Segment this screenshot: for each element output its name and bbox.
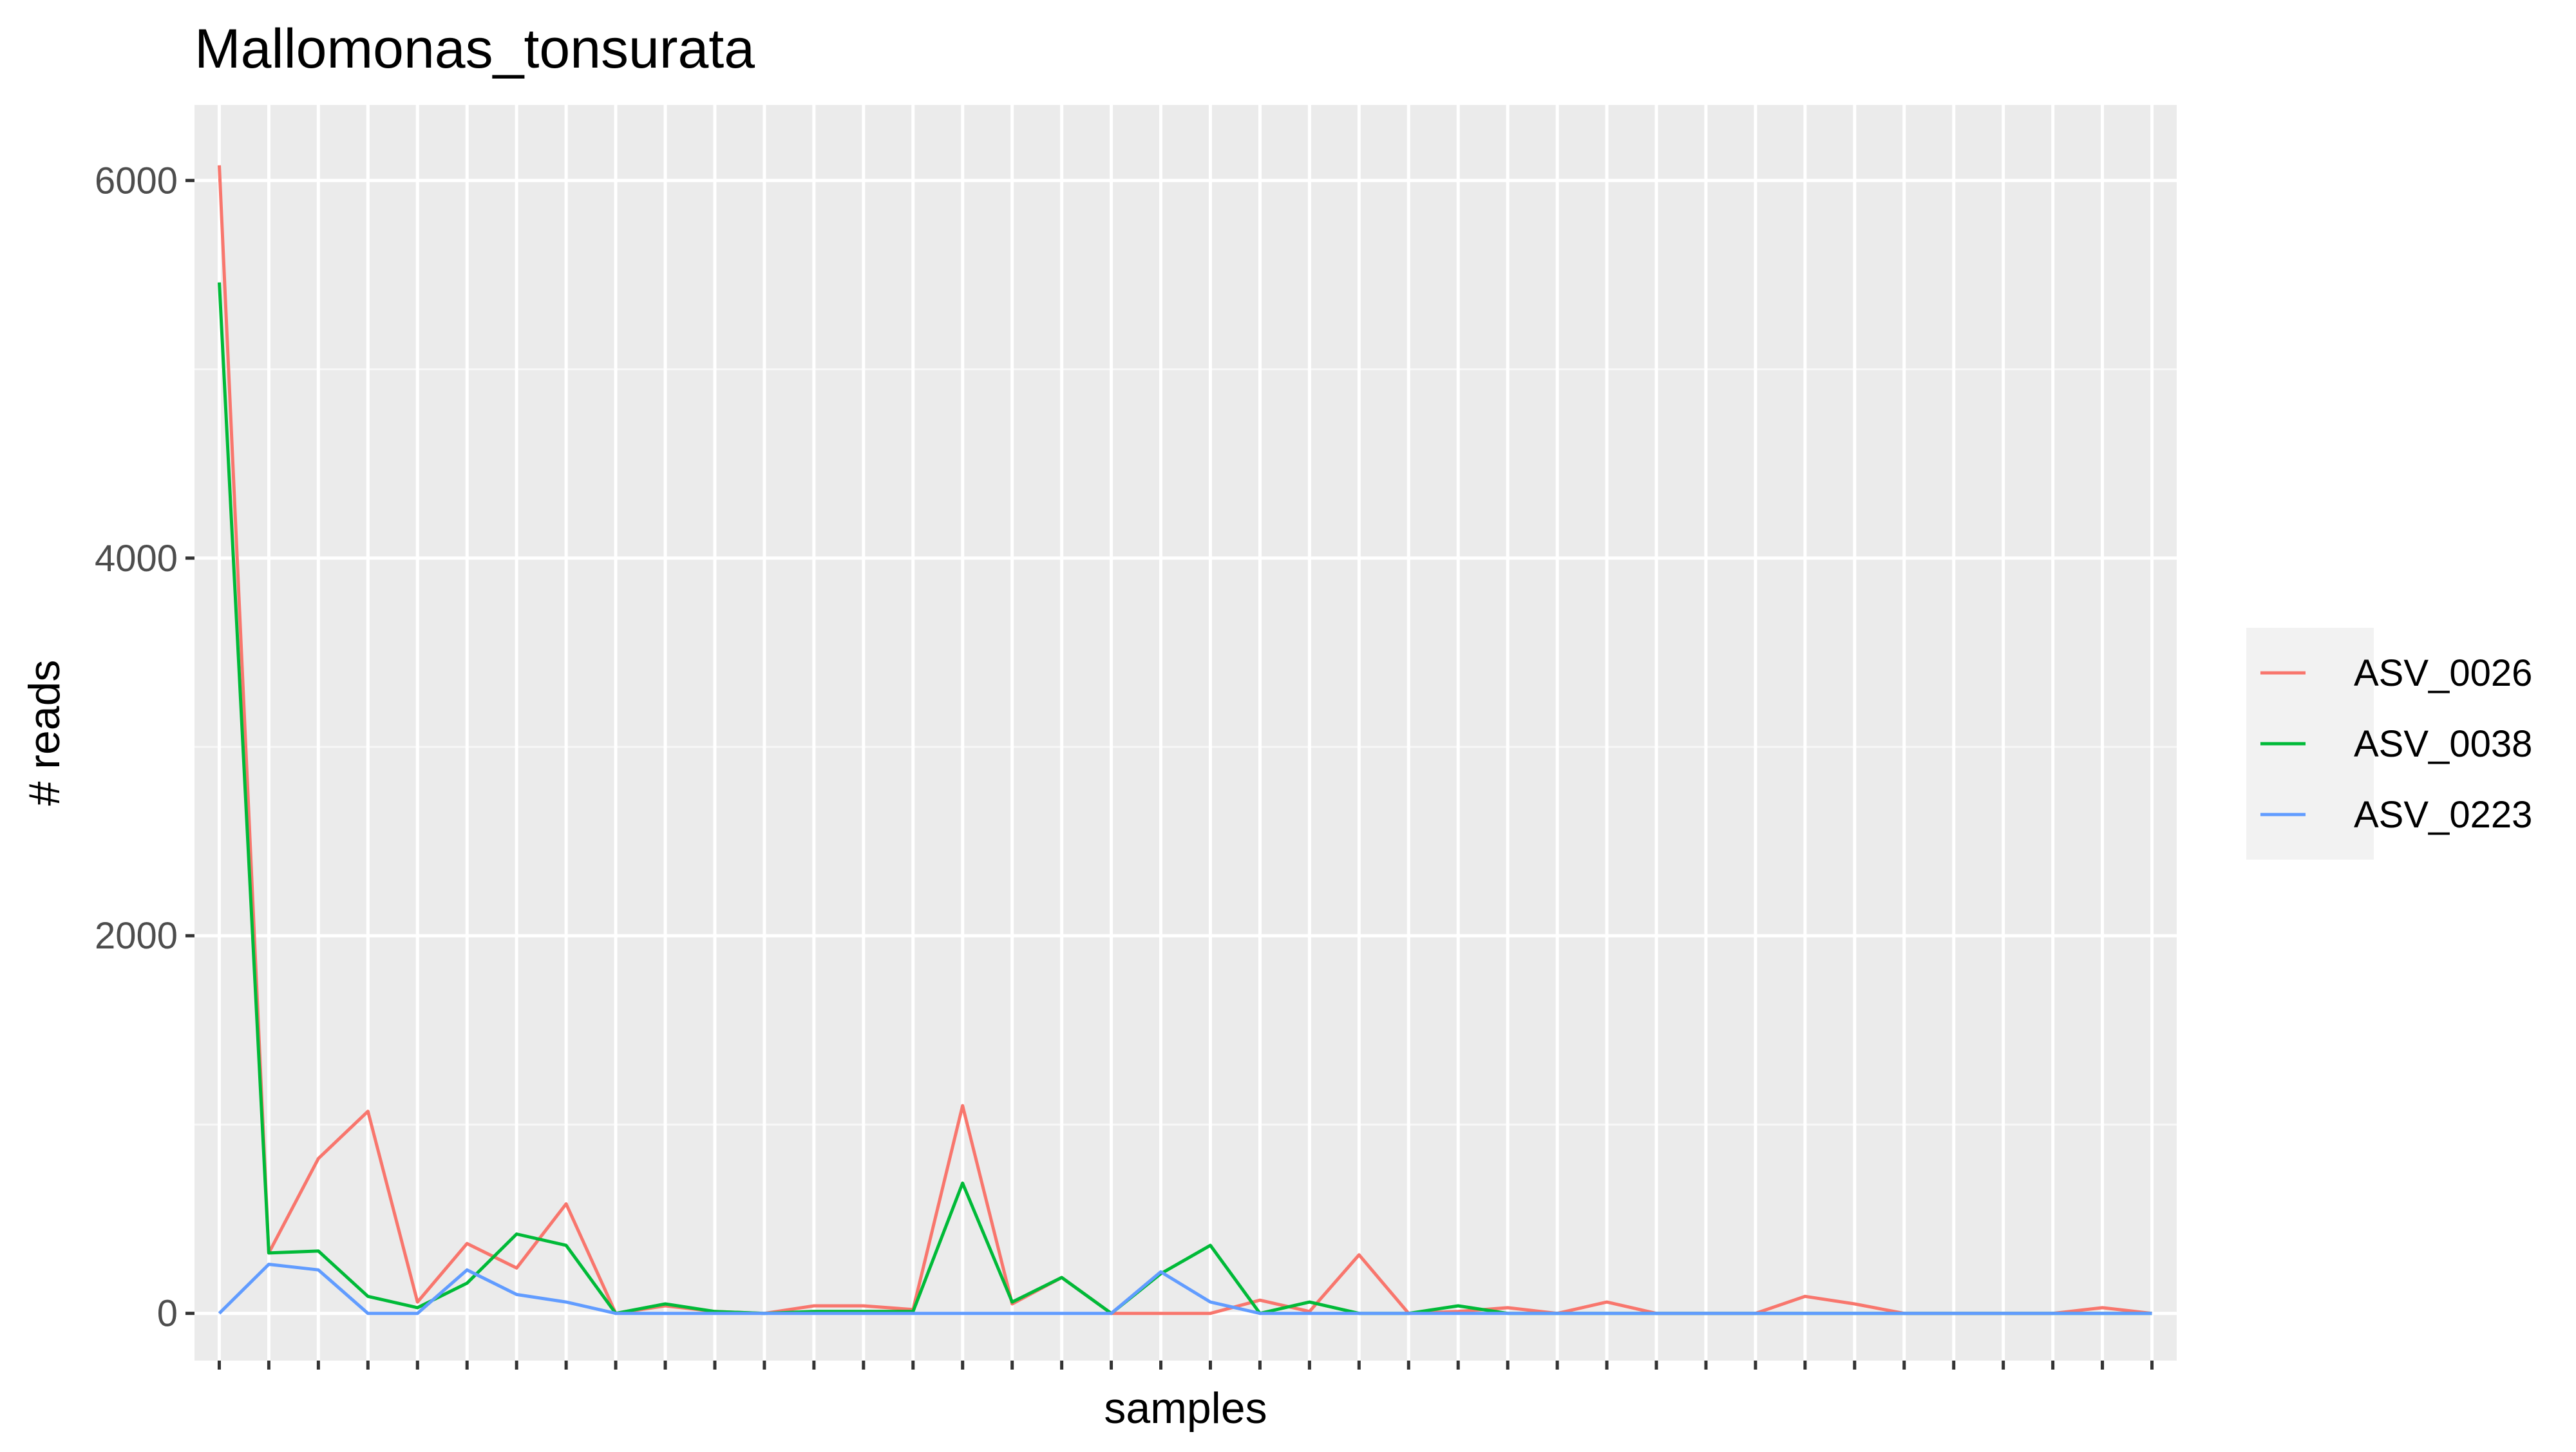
legend: ASV_0026 ASV_0038 ASV_0223: [2246, 628, 2532, 860]
x-axis-title: samples: [1104, 1384, 1267, 1433]
y-axis-title: # reads: [20, 660, 69, 806]
major-gridlines: [194, 105, 2177, 1361]
y-tick-label: 6000: [95, 160, 178, 202]
series-line-asv-0026: [218, 165, 2152, 1315]
y-tick-label: 4000: [95, 538, 178, 580]
legend-label: ASV_0223: [2354, 794, 2532, 836]
minor-gridlines: [194, 368, 2177, 1126]
plot-panel: [194, 105, 2177, 1361]
legend-label: ASV_0026: [2354, 652, 2532, 694]
chart-title: Mallomonas_tonsurata: [194, 18, 755, 80]
series-line-asv-0223: [218, 1263, 2152, 1315]
x-axis: [217, 1361, 2154, 1370]
y-tick-label: 0: [157, 1293, 178, 1335]
legend-label: ASV_0038: [2354, 723, 2532, 765]
y-axis: 0 2000 4000 6000: [95, 160, 194, 1335]
series-lines: [218, 165, 2152, 1315]
y-tick-label: 2000: [95, 915, 178, 957]
